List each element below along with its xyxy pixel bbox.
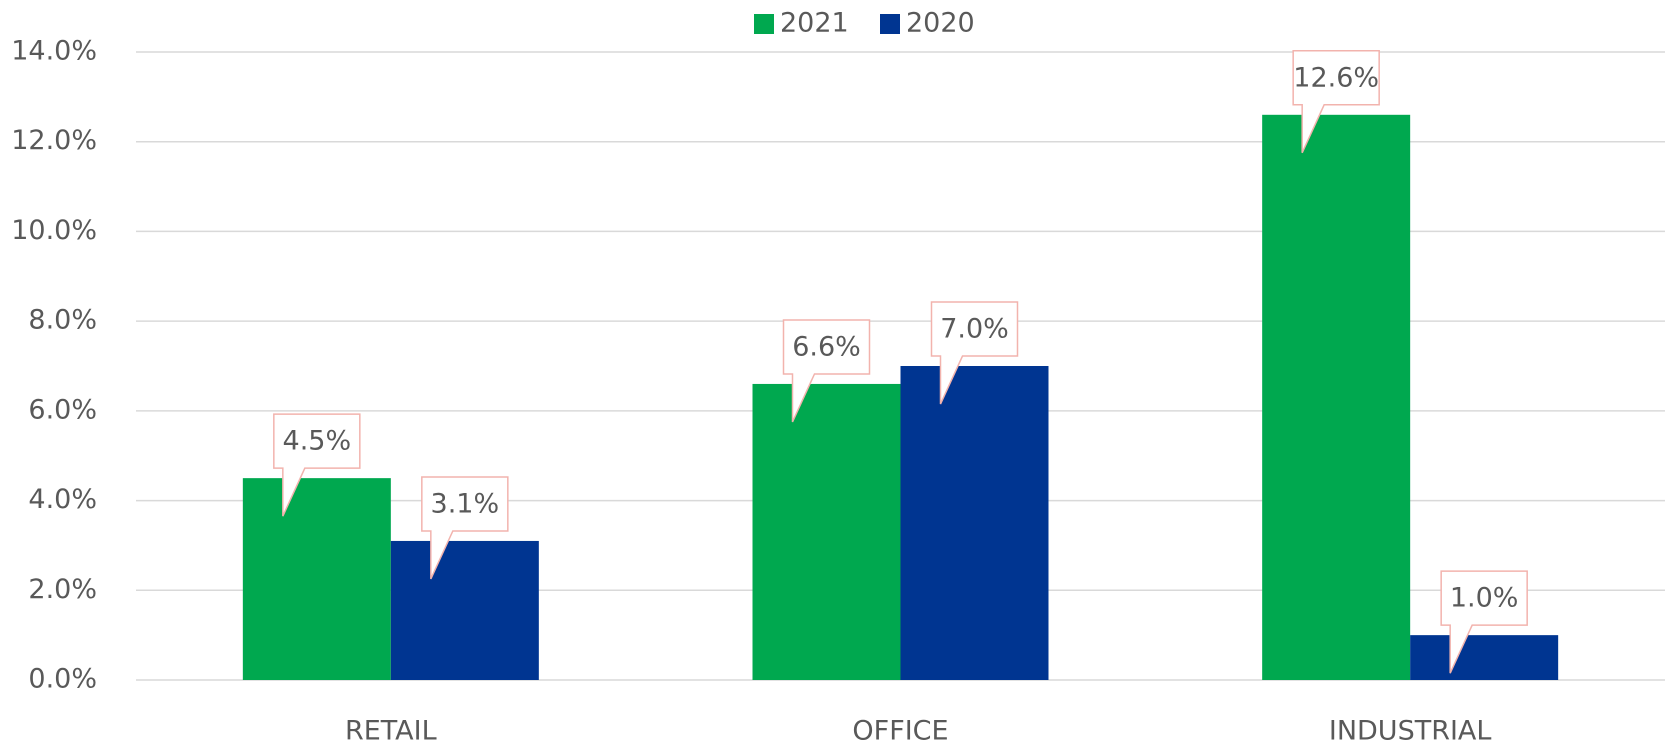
data-label-callout: [1292, 50, 1380, 154]
legend-label: 2021: [780, 8, 849, 39]
bar: [390, 540, 539, 680]
x-tick-label: RETAIL: [345, 716, 437, 747]
data-label: 6.6%: [792, 331, 861, 362]
data-label-callout: [782, 319, 871, 423]
y-tick-label: 0.0%: [28, 664, 97, 695]
legend-label: 2020: [906, 8, 975, 39]
data-label: 4.5%: [283, 426, 352, 457]
legend-swatch: [754, 14, 774, 34]
bar: [1410, 635, 1559, 680]
x-tick-label: INDUSTRIAL: [1329, 716, 1492, 747]
y-tick-label: 4.0%: [28, 484, 97, 515]
data-label: 3.1%: [431, 488, 500, 519]
legend-swatch: [880, 14, 900, 34]
bar: [242, 478, 391, 680]
bar: [900, 366, 1049, 680]
data-label-callout: [421, 476, 509, 580]
y-tick-label: 8.0%: [28, 305, 97, 336]
y-tick-label: 14.0%: [11, 36, 97, 67]
y-tick-label: 10.0%: [11, 215, 97, 246]
data-label-callout: [273, 413, 361, 517]
data-label: 1.0%: [1450, 583, 1519, 614]
x-tick-label: OFFICE: [852, 716, 948, 747]
y-tick-label: 12.0%: [11, 125, 97, 156]
y-tick-label: 2.0%: [28, 574, 97, 605]
y-tick-label: 6.0%: [28, 394, 97, 425]
bar: [752, 383, 901, 680]
data-label: 12.6%: [1293, 62, 1379, 93]
data-label: 7.0%: [940, 314, 1009, 345]
bar: [1262, 114, 1411, 681]
data-label-callout: [930, 301, 1019, 405]
data-label-callout: [1440, 570, 1528, 674]
